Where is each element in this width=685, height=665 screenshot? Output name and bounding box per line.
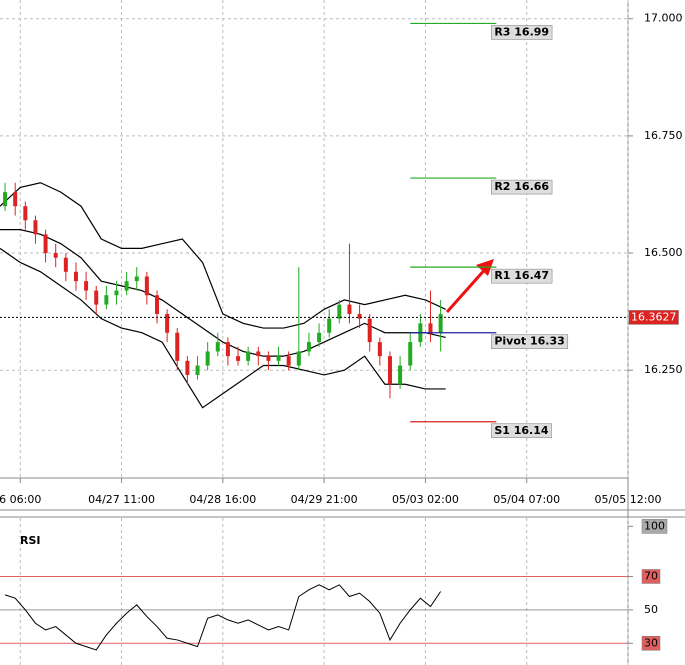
- label-box: [491, 179, 553, 195]
- candle-body: [428, 323, 433, 333]
- candle-body: [266, 356, 271, 361]
- pivot-label: S1 16.14: [494, 424, 549, 437]
- candle-body: [387, 356, 392, 385]
- candle-body: [256, 351, 261, 357]
- candle-body: [398, 365, 403, 385]
- candle-body: [94, 290, 99, 305]
- label-box: [491, 25, 553, 40]
- y-tick-label: 50: [644, 603, 658, 616]
- candle-body: [53, 253, 58, 258]
- candle-body: [347, 304, 352, 314]
- x-tick-label: 05/04 07:00: [493, 493, 560, 506]
- candle-body: [357, 313, 362, 319]
- candle-body: [43, 234, 48, 254]
- candle-body: [246, 351, 251, 361]
- candle-body: [23, 206, 28, 221]
- x-tick-label: 05/05 12:00: [595, 493, 662, 506]
- candle-body: [104, 295, 109, 305]
- candle-body: [215, 342, 220, 352]
- candle-body: [225, 342, 230, 357]
- candle-body: [236, 356, 241, 361]
- label-box: [491, 268, 553, 284]
- candle-body: [317, 332, 322, 343]
- candle-body: [84, 281, 89, 291]
- y-tick-label: 16.750: [644, 129, 683, 142]
- label-box: [641, 569, 661, 584]
- pivot-label: R1 16.47: [494, 269, 549, 282]
- candle-body: [438, 313, 443, 333]
- candle-body: [367, 318, 372, 343]
- y-tick-label: 30: [644, 636, 658, 649]
- label-box: [491, 423, 552, 439]
- x-tick-label: 04/27 11:00: [88, 493, 155, 506]
- x-tick-label: 05/03 02:00: [392, 493, 459, 506]
- arrow: [445, 265, 490, 313]
- candle-body: [13, 192, 18, 207]
- candle-body: [124, 281, 129, 291]
- last-price-label: 16.3627: [631, 310, 677, 323]
- label-box: [641, 636, 661, 651]
- candle-body: [144, 276, 149, 296]
- pivot-label: Pivot 16.33: [494, 335, 564, 348]
- rsi-line: [4, 584, 442, 651]
- pivot-label: R2 16.66: [494, 180, 549, 193]
- candle-body: [165, 313, 170, 333]
- label-box: [641, 519, 668, 534]
- y-tick-label: 17.000: [644, 12, 683, 25]
- candle-body: [63, 257, 68, 272]
- label-box: [491, 334, 569, 349]
- candle-body: [408, 342, 413, 366]
- label-box: [628, 310, 679, 325]
- candle-body: [306, 342, 311, 352]
- candle-body: [195, 365, 200, 375]
- candle-body: [276, 356, 281, 361]
- y-tick-label: 100: [644, 519, 665, 532]
- candle-body: [3, 192, 8, 207]
- candle-body: [185, 360, 190, 375]
- candle-body: [337, 304, 342, 319]
- y-tick-label: 70: [644, 569, 658, 582]
- candle-body: [134, 276, 139, 282]
- candle-body: [286, 356, 291, 366]
- band-lower: [0, 247, 446, 409]
- candle-body: [155, 295, 159, 314]
- candle-body: [33, 220, 38, 235]
- candle-body: [296, 351, 301, 366]
- band-upper: [0, 182, 446, 329]
- candle-body: [73, 271, 78, 282]
- rsi-title: RSI: [20, 534, 41, 547]
- x-tick-label: 6 06:00: [0, 493, 41, 506]
- y-tick-label: 16.500: [644, 246, 683, 259]
- candle-body: [175, 332, 180, 361]
- candle-body: [377, 342, 382, 357]
- x-tick-label: 04/29 21:00: [291, 493, 358, 506]
- y-tick-label: 16.250: [644, 363, 683, 376]
- candle-body: [205, 351, 210, 366]
- candle-body: [327, 318, 332, 333]
- x-tick-label: 04/28 16:00: [189, 493, 256, 506]
- candle-body: [114, 290, 119, 296]
- pivot-label: R3 16.99: [494, 25, 549, 38]
